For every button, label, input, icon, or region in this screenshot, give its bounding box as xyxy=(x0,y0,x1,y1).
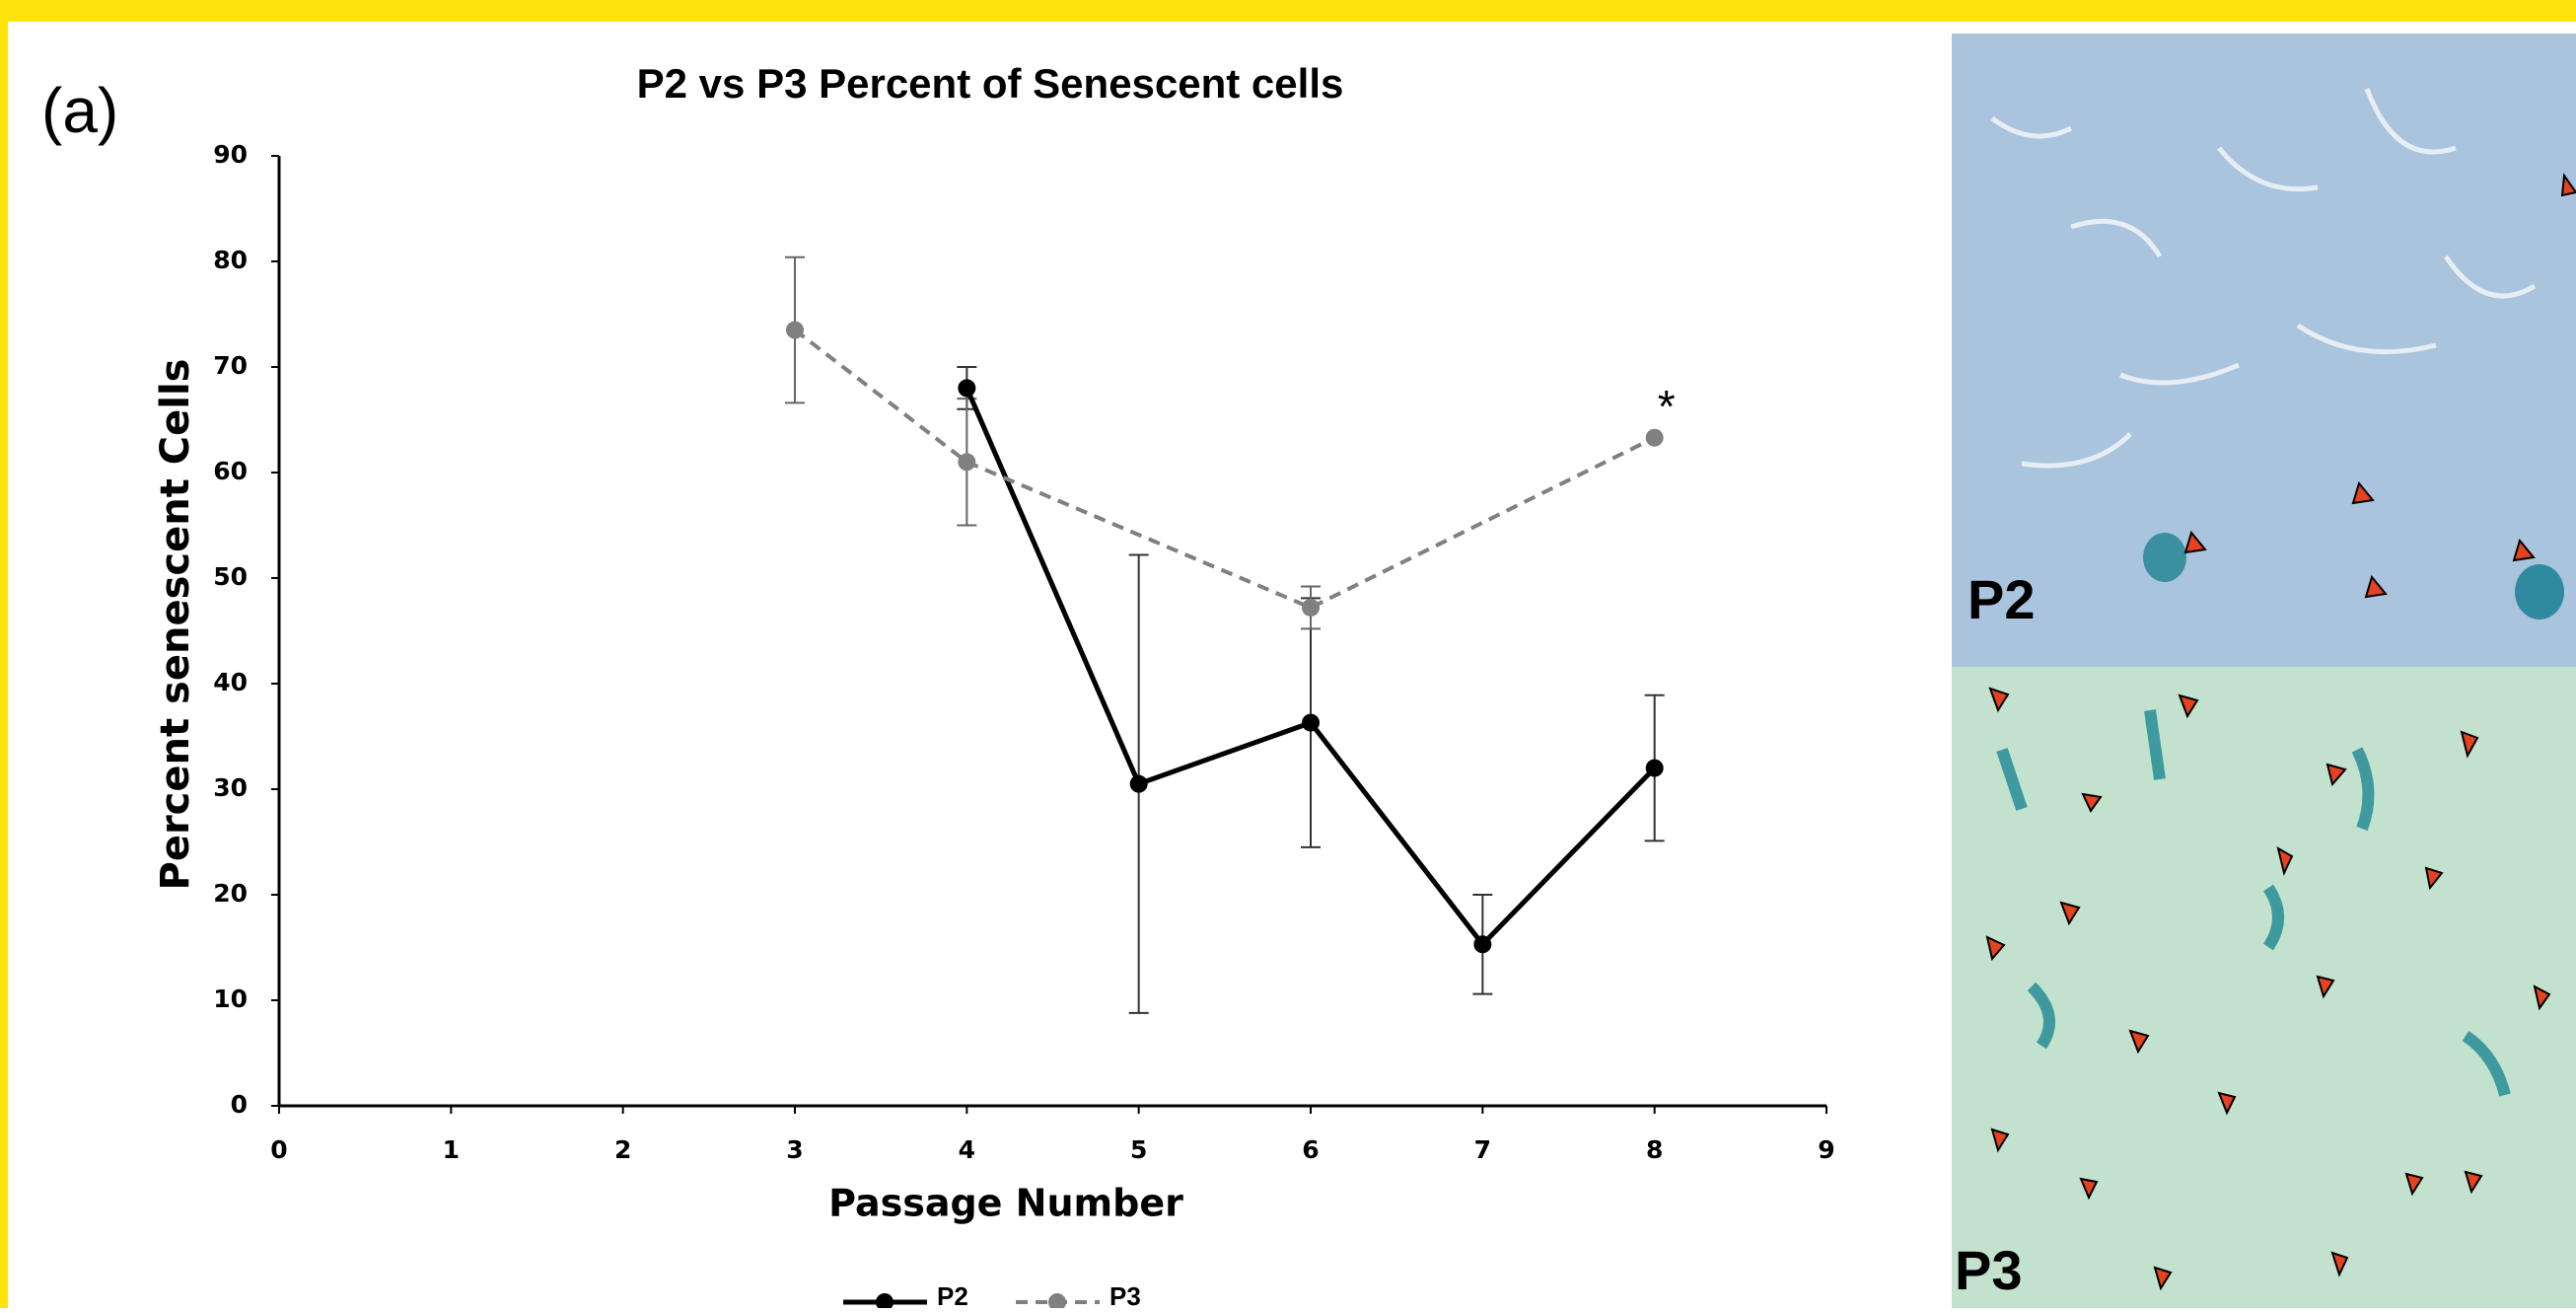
x-tick-label: 8 xyxy=(1646,1135,1663,1164)
y-tick-label: 20 xyxy=(213,879,248,908)
frame-top xyxy=(0,0,2576,22)
point xyxy=(1130,775,1148,793)
annotation: * xyxy=(1658,381,1676,432)
x-tick-label: 0 xyxy=(270,1135,287,1164)
point xyxy=(1473,935,1491,953)
y-tick-label: 40 xyxy=(213,668,248,696)
image-label: P3 xyxy=(1955,1239,2023,1301)
y-tick-label: 30 xyxy=(213,773,248,802)
y-tick-label: 90 xyxy=(213,140,248,169)
x-tick-label: 6 xyxy=(1302,1135,1319,1164)
image-label: P2 xyxy=(1968,568,2036,630)
y-tick-label: 60 xyxy=(213,457,248,485)
point xyxy=(1302,714,1320,732)
point xyxy=(958,379,975,397)
legend-marker xyxy=(876,1293,894,1308)
x-axis-label: Passage Number xyxy=(828,1182,1183,1225)
y-tick-label: 70 xyxy=(213,351,248,380)
point xyxy=(786,322,804,339)
micrograph-p2 xyxy=(1952,34,2576,667)
y-tick-label: 0 xyxy=(231,1090,248,1119)
legend-label: P3 xyxy=(1109,1281,1141,1308)
x-tick-label: 7 xyxy=(1474,1135,1491,1164)
y-tick-label: 10 xyxy=(213,985,248,1013)
point xyxy=(1302,599,1320,617)
y-tick-label: 50 xyxy=(213,562,248,591)
x-tick-label: 9 xyxy=(1818,1135,1834,1164)
y-tick-label: 80 xyxy=(213,246,248,274)
micrograph-p3 xyxy=(1952,667,2576,1308)
chart-title: P2 vs P3 Percent of Senescent cells xyxy=(637,60,1344,107)
x-tick-label: 3 xyxy=(786,1135,803,1164)
legend-label: P2 xyxy=(937,1281,968,1308)
y-axis-label: Percent senescent Cells xyxy=(153,359,198,891)
x-tick-label: 4 xyxy=(959,1135,975,1164)
x-tick-label: 1 xyxy=(443,1135,460,1164)
x-tick-label: 5 xyxy=(1130,1135,1147,1164)
series-line xyxy=(795,330,1655,608)
x-tick-label: 2 xyxy=(614,1135,631,1164)
legend-marker xyxy=(1048,1293,1066,1308)
frame-left xyxy=(0,0,8,1308)
point xyxy=(1646,760,1664,777)
panel-label: (a) xyxy=(41,75,118,146)
figure: (a) P2 vs P3 Percent of Senescent cells … xyxy=(0,0,2576,1308)
point xyxy=(958,453,975,471)
